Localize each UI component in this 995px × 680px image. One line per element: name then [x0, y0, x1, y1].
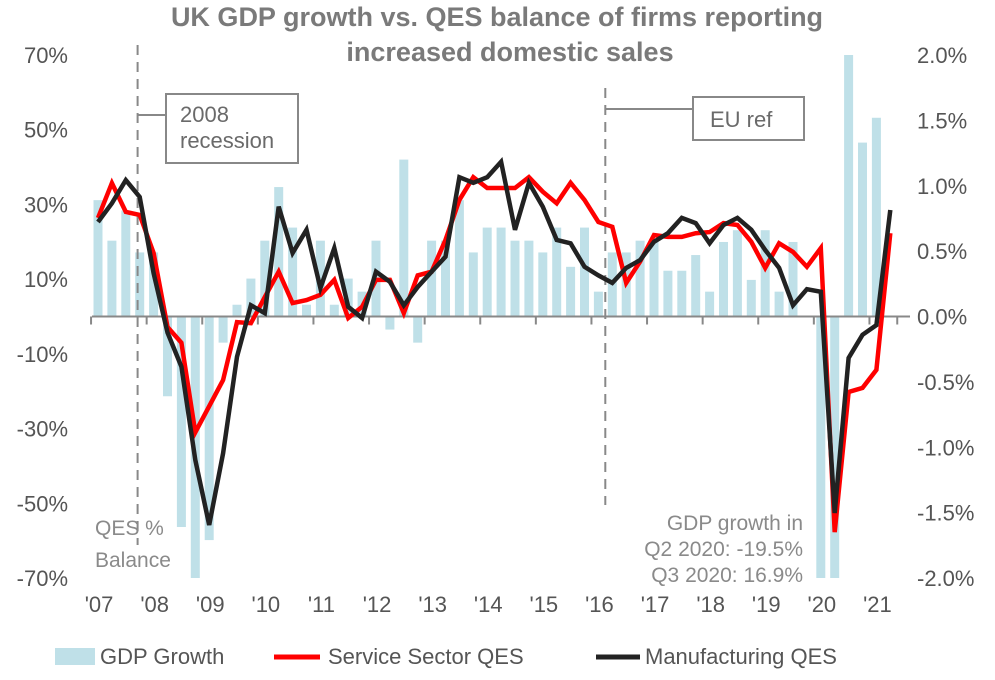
gdp-bar — [705, 292, 714, 317]
chart-title-line-2: increased domestic sales — [346, 37, 673, 67]
qes-lines — [98, 162, 891, 532]
left-tick-label: 10% — [24, 267, 68, 292]
right-tick-label: 1.0% — [917, 174, 967, 199]
left-tick-label: 30% — [24, 192, 68, 217]
left-tick-label: -50% — [17, 491, 68, 516]
gdp-bar — [385, 317, 394, 330]
x-tick-label: '11 — [308, 592, 335, 617]
gdp-bar — [663, 271, 672, 317]
x-tick-label: '14 — [474, 592, 503, 617]
x-tick-label: '09 — [196, 592, 225, 617]
recession-label: recession — [180, 128, 274, 153]
gdp-note: Q2 2020: -19.5% — [644, 538, 803, 561]
gdp-bar — [469, 252, 478, 316]
x-tick-label: '10 — [252, 592, 281, 617]
gdp-bar — [427, 241, 436, 317]
gdp-bar — [233, 305, 242, 317]
right-tick-label: 0.0% — [917, 305, 967, 330]
eu-ref-label: EU ref — [710, 107, 773, 132]
gdp-bar — [413, 317, 422, 343]
legend-label-service: Service Sector QES — [328, 644, 524, 669]
left-tick-label: 50% — [24, 118, 68, 143]
gdp-bar — [719, 242, 728, 317]
x-tick-label: '20 — [808, 592, 837, 617]
left-tick-label: -10% — [17, 342, 68, 367]
left-axis-label: Balance — [95, 549, 171, 572]
gdp-bar — [511, 241, 520, 317]
gdp-bar — [135, 252, 144, 316]
x-tick-label: '19 — [752, 592, 781, 617]
right-tick-label: 0.5% — [917, 239, 967, 264]
gdp-bar — [497, 228, 506, 317]
gdp-note: GDP growth in — [667, 512, 803, 535]
legend-label-manufacturing: Manufacturing QES — [645, 644, 837, 669]
legend: GDP Growth Service Sector QES Manufacturin… — [55, 644, 837, 669]
x-tick-label: '07 — [85, 592, 114, 617]
right-tick-label: -1.0% — [917, 435, 974, 460]
right-tick-label: -0.5% — [917, 370, 974, 395]
gdp-bar — [733, 230, 742, 316]
x-tick-label: '18 — [696, 592, 725, 617]
gdp-bar — [121, 211, 130, 317]
gdp-bar — [524, 241, 533, 317]
x-tick-label: '12 — [363, 592, 392, 617]
gdp-bar — [566, 267, 575, 317]
gdp-bar — [858, 143, 867, 317]
x-tick-label: '21 — [863, 592, 892, 617]
x-tick-label: '16 — [585, 592, 614, 617]
gdp-bar — [580, 228, 589, 317]
x-tick-label: '08 — [140, 592, 169, 617]
gdp-bar — [399, 160, 408, 317]
gdp-bar — [594, 292, 603, 317]
gdp-bar — [650, 241, 659, 317]
gdp-bar — [302, 305, 311, 317]
right-tick-label: -1.5% — [917, 501, 974, 526]
gdp-bar — [691, 255, 700, 316]
gdp-bar — [538, 252, 547, 316]
gdp-bar — [483, 228, 492, 317]
gdp-bar — [775, 292, 784, 317]
right-tick-label: 2.0% — [917, 43, 967, 68]
right-tick-label: 1.5% — [917, 108, 967, 133]
gdp-bar — [219, 317, 228, 343]
gdp-bar — [330, 305, 339, 317]
left-tick-label: -70% — [17, 566, 68, 591]
gdp-note: Q3 2020: 16.9% — [651, 564, 803, 587]
gdp-bar — [677, 271, 686, 317]
right-tick-label: -2.0% — [917, 566, 974, 591]
left-tick-label: 70% — [24, 43, 68, 68]
gdp-bar — [747, 280, 756, 317]
gdp-bar — [455, 200, 464, 316]
legend-label-gdp: GDP Growth — [100, 644, 224, 669]
gdp-bar — [107, 241, 116, 317]
x-tick-label: '13 — [418, 592, 447, 617]
left-axis-label: QES % — [95, 517, 164, 540]
recession-label: 2008 — [180, 102, 229, 127]
legend-swatch-gdp — [55, 648, 95, 665]
left-tick-label: -30% — [17, 417, 68, 442]
chart-title-line-1: UK GDP growth vs. QES balance of firms r… — [171, 2, 823, 32]
manufacturing-line — [98, 162, 890, 525]
gdp-bar — [844, 55, 853, 317]
x-tick-label: '15 — [530, 592, 559, 617]
x-tick-label: '17 — [641, 592, 670, 617]
